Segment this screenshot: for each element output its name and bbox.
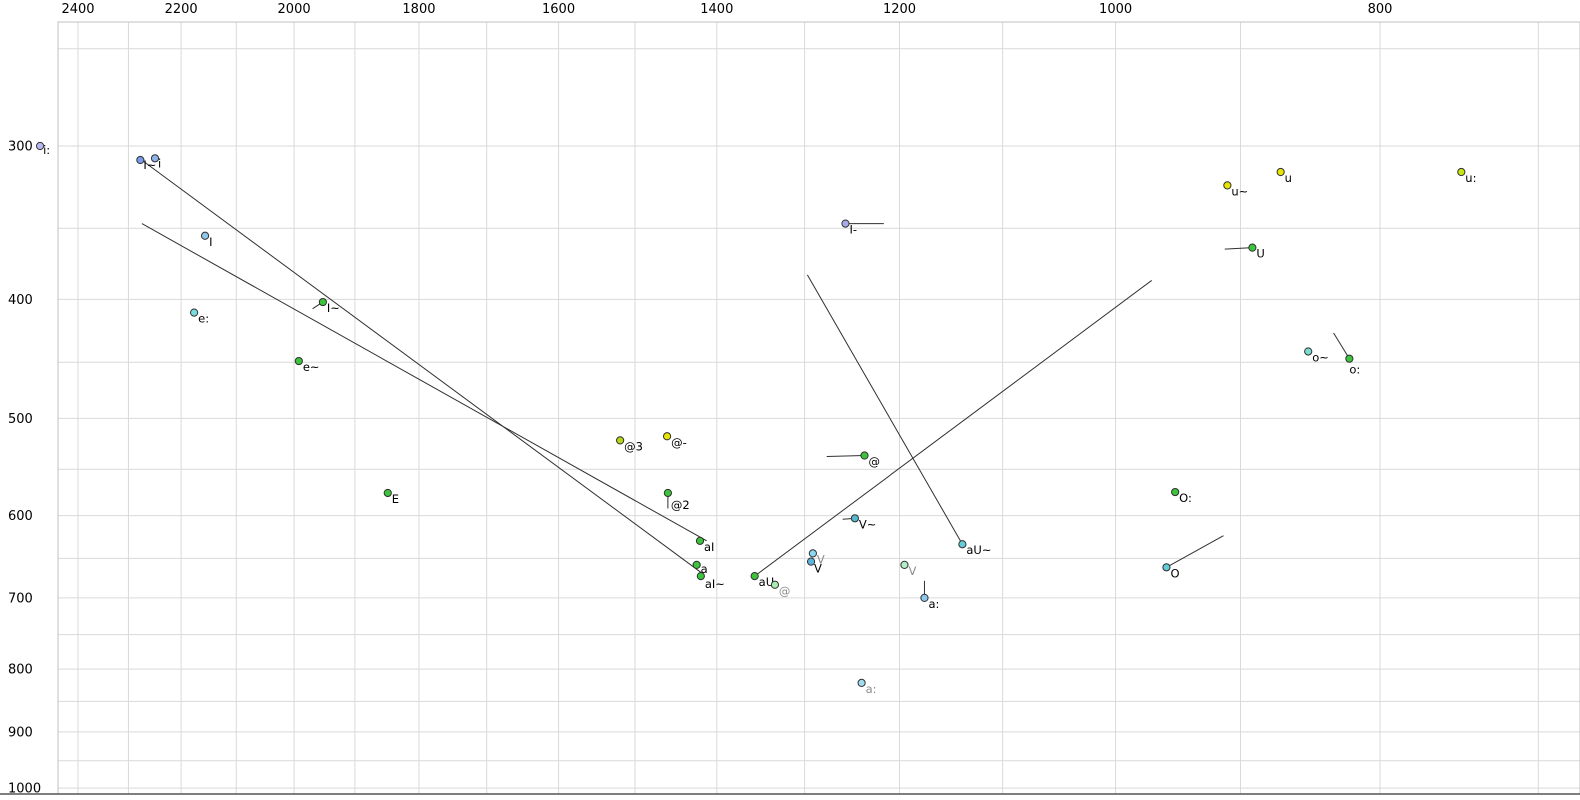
vowel-label: o:	[1349, 363, 1360, 377]
vowel-point[interactable]	[294, 356, 303, 366]
vowel-point[interactable]	[1345, 354, 1354, 363]
vowel-point[interactable]	[857, 678, 866, 688]
vowel-label: a:	[866, 682, 877, 696]
x-tick-label: 800	[1368, 2, 1393, 17]
vowel-label: V	[817, 552, 825, 566]
vowel-point[interactable]	[616, 436, 625, 445]
trajectory-line	[143, 161, 702, 574]
x-tick-label: 1600	[542, 2, 575, 17]
vowel-point[interactable]	[860, 451, 869, 460]
trajectory-lines	[141, 161, 1350, 598]
y-tick-label: 700	[8, 591, 33, 606]
vowel-label: i	[158, 156, 161, 170]
vowel-point[interactable]	[35, 141, 45, 151]
x-tick-label: 2400	[61, 2, 94, 17]
y-tick-label: 600	[8, 509, 33, 524]
gridlines	[58, 22, 1580, 794]
vowel-label: V	[908, 564, 916, 578]
trajectory-line	[806, 274, 963, 545]
vowel-label: u~	[1231, 184, 1248, 198]
vowel-point[interactable]	[1162, 563, 1171, 572]
vowel-point[interactable]	[696, 572, 705, 581]
vowel-point[interactable]	[200, 231, 210, 240]
vowel-label: aU	[759, 575, 774, 589]
vowel-point[interactable]	[770, 580, 780, 589]
vowel-label: I	[209, 235, 212, 249]
y-tick-label: 400	[8, 293, 33, 308]
y-tick-label: 500	[8, 412, 33, 427]
vowel-label: u:	[1465, 171, 1476, 185]
vowel-point[interactable]	[841, 219, 850, 228]
vowel-point[interactable]	[663, 488, 672, 498]
plot-border	[57, 21, 1580, 795]
vowel-label: @	[779, 584, 791, 598]
vowel-label: e:	[198, 312, 209, 326]
vowel-label: @-	[671, 435, 687, 449]
vowel-point[interactable]	[900, 560, 909, 569]
vowel-point[interactable]	[383, 488, 392, 498]
vowel-label: U	[1256, 247, 1264, 261]
vowel-point[interactable]	[136, 155, 145, 165]
vowel-label: o~	[1312, 350, 1329, 364]
vowel-point[interactable]	[150, 154, 160, 163]
y-tick-label: 800	[8, 663, 33, 678]
y-tick-label: 1000	[8, 782, 41, 797]
y-tick-label: 300	[8, 140, 33, 155]
vowel-label: @	[868, 455, 880, 469]
trajectory-line	[1224, 247, 1253, 250]
x-tick-label: 2200	[165, 2, 198, 17]
vowel-point[interactable]	[850, 514, 860, 523]
vowel-point[interactable]	[318, 297, 327, 307]
trajectory-line	[1166, 535, 1224, 568]
vowel-point[interactable]	[750, 572, 759, 581]
vowel-point[interactable]	[920, 593, 929, 602]
vowel-point[interactable]	[958, 540, 967, 549]
vowel-point[interactable]	[1248, 243, 1257, 252]
vowel-point[interactable]	[692, 560, 701, 569]
x-tick-label: 2000	[278, 2, 311, 17]
vowel-label: E	[392, 492, 399, 506]
vowel-point[interactable]	[190, 308, 199, 317]
x-tick-label: 1000	[1099, 2, 1132, 17]
vowel-label: I~	[327, 301, 340, 315]
vowel-point[interactable]	[806, 557, 816, 566]
trajectory-line	[1333, 332, 1350, 359]
vowel-point[interactable]	[1276, 167, 1285, 177]
vowel-label: i:	[43, 143, 50, 157]
vowel-point[interactable]	[1457, 167, 1466, 177]
vowel-label: O:	[1179, 491, 1192, 505]
vowel-label: aI~	[705, 577, 725, 591]
x-tick-label: 1400	[700, 2, 733, 17]
vowel-label: aU~	[966, 543, 991, 557]
vowel-label: @2	[671, 498, 690, 512]
vowel-label: aI	[704, 540, 714, 554]
trajectory-line	[826, 455, 865, 458]
trajectory-line	[141, 223, 707, 542]
trajectory-line	[754, 280, 1152, 577]
vowel-label: a	[701, 562, 708, 576]
vowel-label: V~	[859, 517, 877, 531]
x-tick-label: 1200	[883, 2, 916, 17]
x-tick-label: 1800	[402, 2, 435, 17]
vowel-point[interactable]	[1223, 181, 1232, 190]
vowel-label: I-	[849, 223, 857, 237]
vowel-label: u	[1285, 171, 1292, 185]
vowel-point[interactable]	[1171, 487, 1180, 497]
vowel-label: V	[814, 562, 822, 576]
axis-tick-labels: 2400 2200 2000 1800 1600 1400 1200 1000 800 300 40…	[8, 2, 1392, 797]
vowel-label: @3	[624, 439, 643, 453]
vowel-label: e~	[303, 360, 320, 374]
y-tick-label: 900	[8, 725, 33, 740]
vowel-point[interactable]	[1304, 347, 1313, 356]
vowel-label: O	[1170, 566, 1179, 580]
vowel-label: a:	[928, 597, 939, 611]
vowel-point[interactable]	[662, 432, 672, 441]
vowel-point[interactable]	[695, 536, 705, 545]
vowel-point[interactable]	[808, 549, 817, 558]
